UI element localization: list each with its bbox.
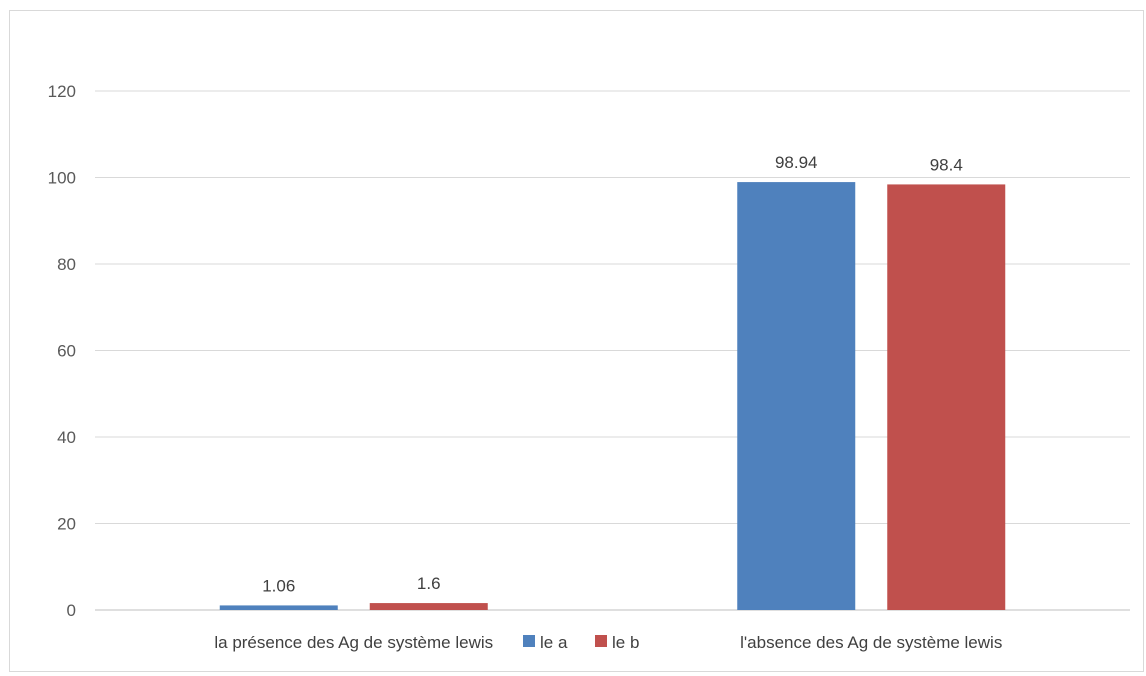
legend-label: le b [612,633,639,652]
data-label: 98.94 [775,153,818,172]
data-label: 1.06 [262,576,295,595]
legend-swatch [595,635,607,647]
category-label: l'absence des Ag de système lewis [740,633,1002,652]
bar-le-b [887,184,1006,611]
y-tick-label: 80 [57,255,76,274]
bar-le-a [219,605,338,610]
y-tick-label: 40 [57,428,76,447]
y-tick-label: 100 [48,169,76,188]
legend-swatch [523,635,535,647]
y-tick-label: 20 [57,515,76,534]
category-label: la présence des Ag de système lewis [214,633,493,652]
bar-le-b [369,603,488,610]
bar-le-a [737,182,856,610]
legend-label: le a [540,633,568,652]
data-label: 1.6 [417,574,441,593]
y-tick-label: 60 [57,342,76,361]
y-tick-label: 0 [67,601,76,620]
data-label: 98.4 [930,155,963,174]
y-tick-label: 120 [48,82,76,101]
